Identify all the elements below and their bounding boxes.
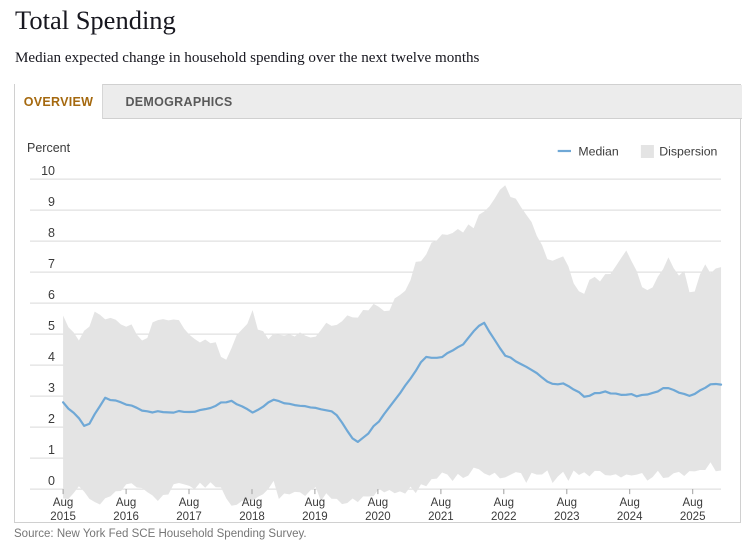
svg-text:Aug: Aug xyxy=(368,497,388,509)
svg-text:2015: 2015 xyxy=(50,511,76,523)
svg-text:4: 4 xyxy=(48,350,55,364)
svg-text:2025: 2025 xyxy=(680,511,706,523)
svg-text:7: 7 xyxy=(48,257,55,271)
svg-text:2020: 2020 xyxy=(365,511,391,523)
svg-text:2023: 2023 xyxy=(554,511,580,523)
svg-text:9: 9 xyxy=(48,195,55,209)
svg-text:5: 5 xyxy=(48,319,55,333)
svg-text:6: 6 xyxy=(48,288,55,302)
svg-text:Aug: Aug xyxy=(619,497,639,509)
svg-text:2019: 2019 xyxy=(302,511,328,523)
svg-text:Aug: Aug xyxy=(682,497,702,509)
svg-text:2022: 2022 xyxy=(491,511,517,523)
svg-text:Aug: Aug xyxy=(116,497,136,509)
svg-text:2: 2 xyxy=(48,412,55,426)
svg-text:Aug: Aug xyxy=(53,497,73,509)
svg-text:Aug: Aug xyxy=(179,497,199,509)
svg-text:8: 8 xyxy=(48,226,55,240)
svg-text:Aug: Aug xyxy=(242,497,262,509)
svg-text:10: 10 xyxy=(41,164,55,178)
svg-text:Aug: Aug xyxy=(557,497,577,509)
svg-text:1: 1 xyxy=(48,443,55,457)
svg-text:2021: 2021 xyxy=(428,511,454,523)
svg-text:2018: 2018 xyxy=(239,511,265,523)
svg-text:2024: 2024 xyxy=(617,511,643,523)
svg-text:2016: 2016 xyxy=(113,511,139,523)
svg-text:Aug: Aug xyxy=(431,497,451,509)
svg-text:Aug: Aug xyxy=(305,497,325,509)
svg-text:2017: 2017 xyxy=(176,511,202,523)
svg-text:3: 3 xyxy=(48,381,55,395)
svg-text:0: 0 xyxy=(48,474,55,488)
svg-text:Aug: Aug xyxy=(494,497,514,509)
